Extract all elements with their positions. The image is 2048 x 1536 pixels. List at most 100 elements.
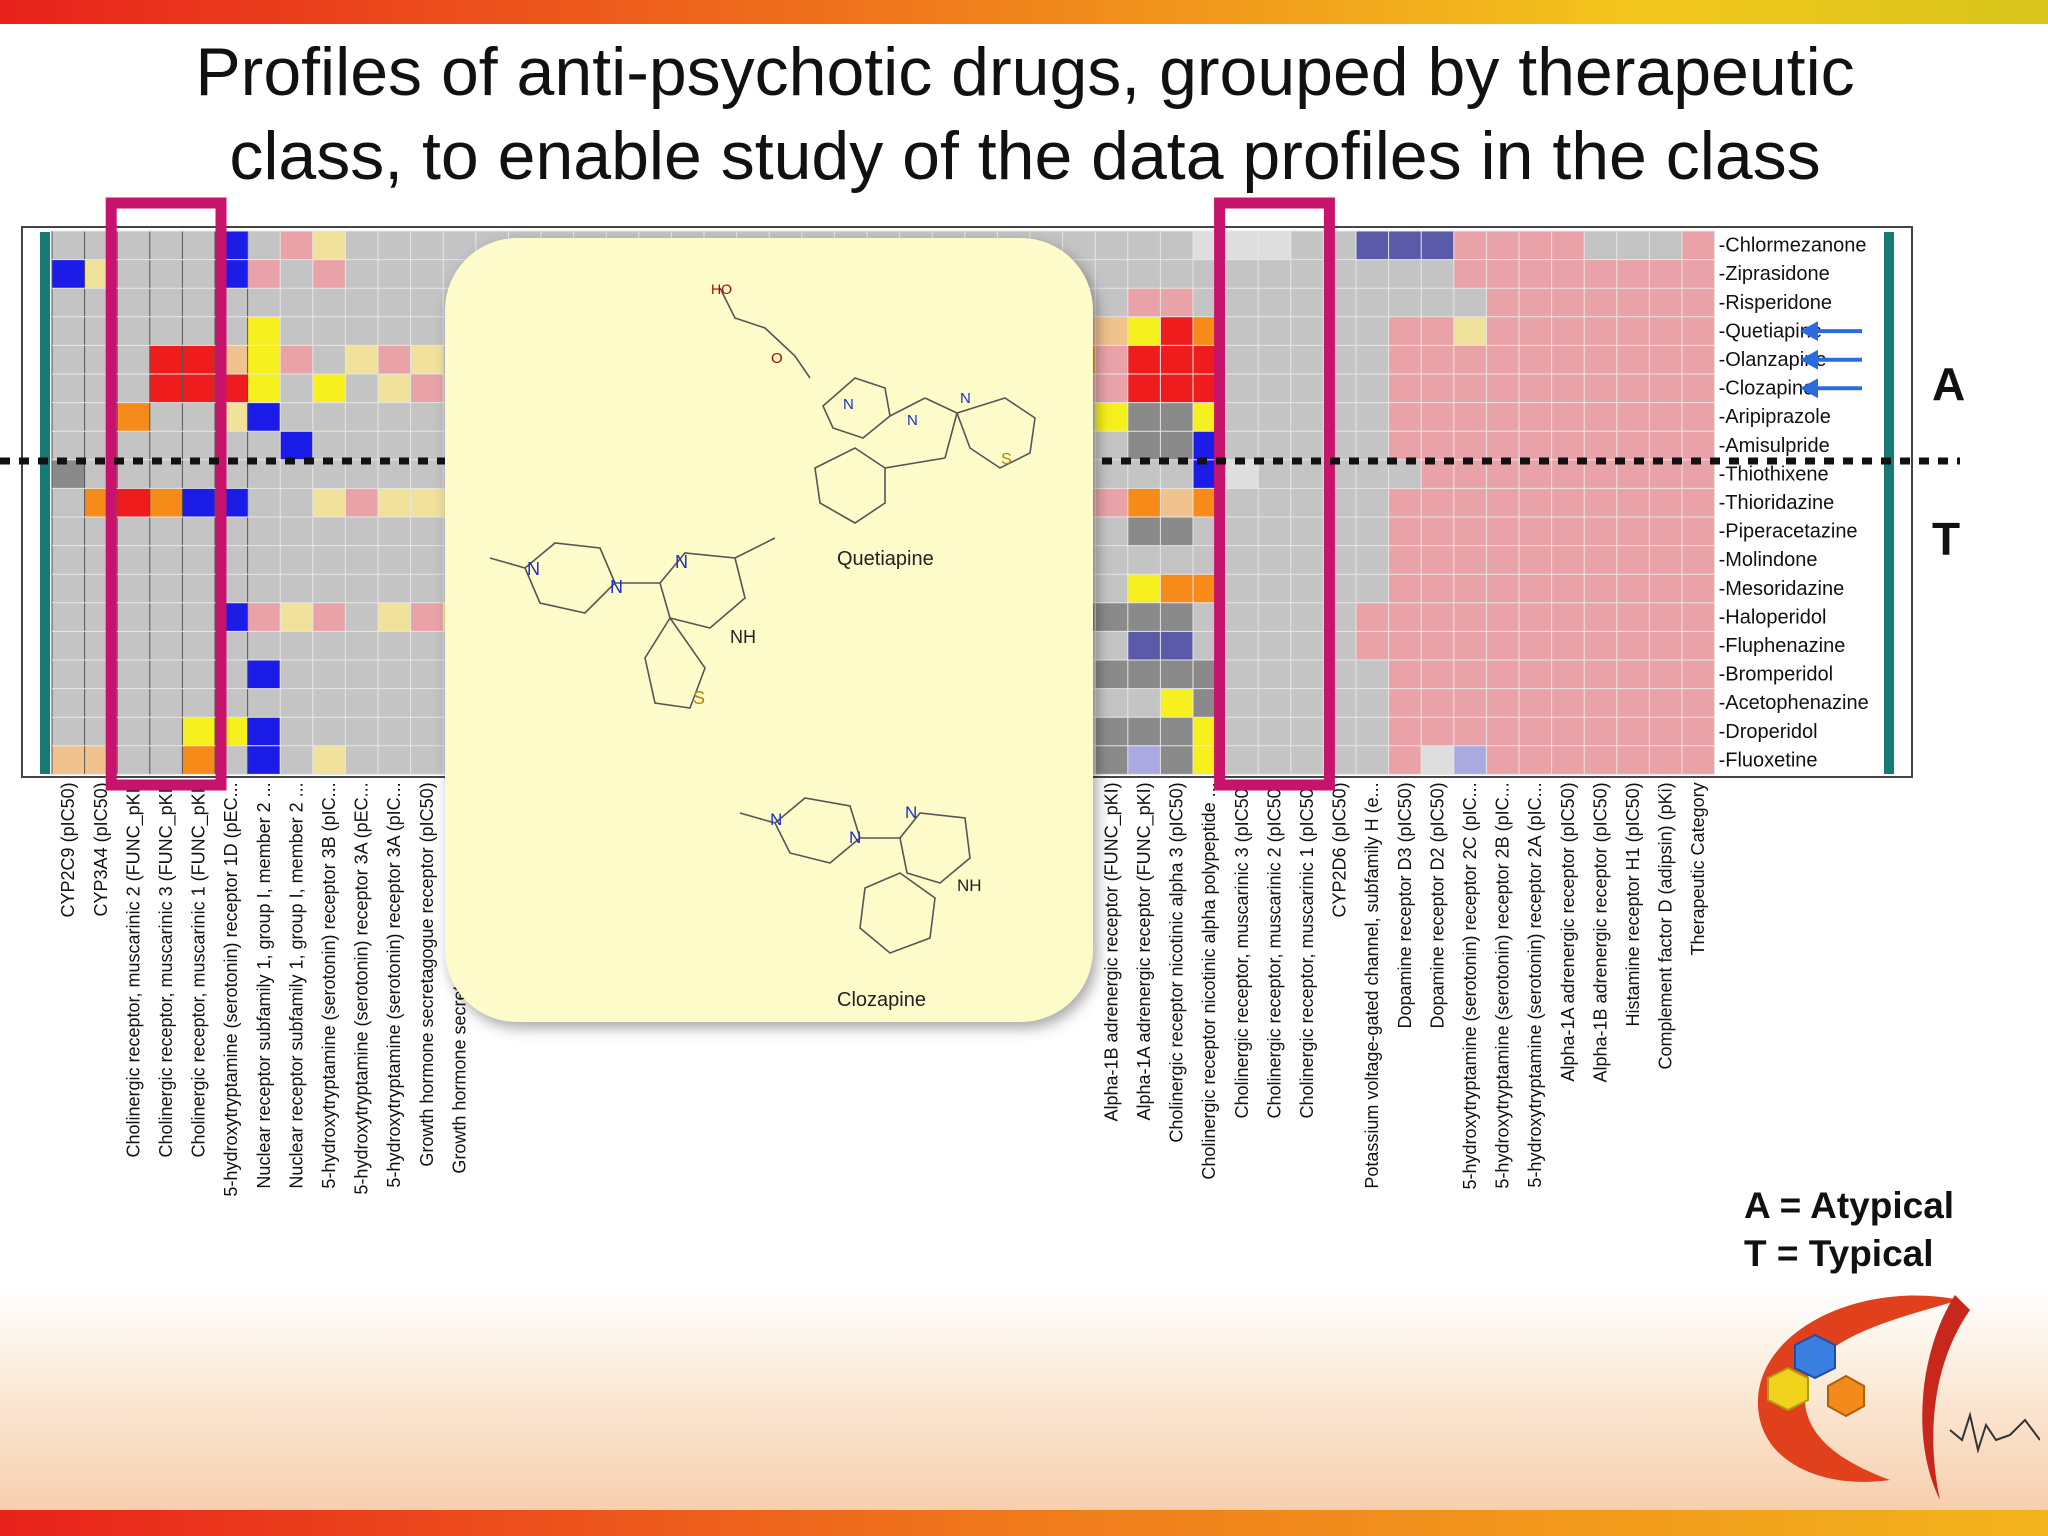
heatmap-cell: [345, 717, 378, 746]
group-letter-atypical: A: [1932, 358, 1965, 410]
heatmap-cell: [312, 488, 346, 517]
atom-n5: N: [610, 577, 623, 597]
heatmap-cell: [1127, 402, 1161, 432]
column-label: Dopamine receptor D3 (pIC50): [1395, 782, 1415, 1028]
heatmap-cell: [1682, 717, 1715, 746]
heatmap-cell: [52, 688, 85, 718]
heatmap-cell: [410, 517, 444, 546]
olanzapine-structure: [489, 537, 776, 709]
heatmap-cell: [1127, 745, 1161, 775]
heatmap-cell: [1127, 517, 1161, 546]
heatmap-cell: [1225, 316, 1259, 346]
column-label: 5-hydroxytryptamine (serotonin) receptor…: [1460, 782, 1480, 1189]
heatmap-cell: [280, 745, 313, 775]
heatmap-cell: [247, 688, 281, 718]
heatmap-cell: [1453, 231, 1487, 260]
column-label: Dopamine receptor D2 (pIC50): [1427, 782, 1447, 1028]
heatmap-cell: [1290, 316, 1324, 346]
heatmap-cell: [1649, 602, 1682, 632]
top-color-bar: [0, 0, 2048, 24]
column-label: CYP2D6 (pIC50): [1330, 782, 1350, 917]
heatmap-cell: [1421, 717, 1454, 746]
heatmap-cell: [1682, 431, 1715, 460]
heatmap-cell: [1616, 574, 1650, 603]
atom-n7: N: [770, 810, 782, 829]
heatmap-cell: [1225, 488, 1259, 517]
heatmap-cell: [378, 488, 411, 517]
heatmap-cell: [182, 545, 215, 575]
heatmap-cell: [312, 631, 346, 660]
right-teal-strip: [1884, 232, 1894, 774]
heatmap-cell: [1258, 488, 1291, 517]
heatmap-cell: [1519, 517, 1552, 546]
heatmap-cell: [1486, 431, 1519, 460]
heatmap-cell: [345, 517, 378, 546]
heatmap-cell: [1584, 459, 1617, 489]
heatmap-cell: [1388, 488, 1422, 517]
heatmap-cell: [1290, 545, 1324, 575]
heatmap-cell: [182, 517, 215, 546]
heatmap-cell: [1290, 745, 1324, 775]
heatmap-cell: [1258, 374, 1291, 403]
heatmap-cell: [1616, 259, 1650, 289]
heatmap-cell: [1225, 545, 1259, 575]
heatmap-cell: [1551, 602, 1585, 632]
heatmap-cell: [117, 488, 150, 517]
heatmap-cell: [1584, 259, 1617, 289]
heatmap-cell: [280, 574, 313, 603]
heatmap-cell: [182, 345, 215, 374]
heatmap-cell: [1258, 602, 1291, 632]
heatmap-cell: [1682, 545, 1715, 575]
heatmap-cell: [1551, 660, 1585, 689]
heatmap-cell: [1290, 459, 1324, 489]
heatmap-cell: [1584, 402, 1617, 432]
heatmap-cell: [117, 745, 150, 775]
heatmap-cell: [280, 402, 313, 432]
heatmap-cell: [1356, 345, 1389, 374]
heatmap-cell: [410, 745, 444, 775]
heatmap-cell: [345, 231, 378, 260]
heatmap-cell: [1388, 517, 1422, 546]
heatmap-cell: [1421, 602, 1454, 632]
atom-n3: N: [960, 390, 971, 407]
heatmap-cell: [1388, 745, 1422, 775]
heatmap-cell: [1453, 488, 1487, 517]
heatmap-cell: [1682, 402, 1715, 432]
heatmap-cell: [247, 602, 281, 632]
heatmap-cell: [410, 431, 444, 460]
heatmap-cell: [1584, 602, 1617, 632]
heatmap-cell: [1616, 688, 1650, 718]
heatmap-cell: [1486, 545, 1519, 575]
heatmap-cell: [1127, 459, 1161, 489]
heatmap-cell: [52, 374, 85, 403]
heatmap-cell: [1356, 288, 1389, 317]
row-label: -Acetophenazine: [1719, 692, 1869, 714]
heatmap-cell: [1356, 745, 1389, 775]
column-label: Alpha-1A adrenergic receptor (pIC50): [1558, 782, 1578, 1081]
heatmap-cell: [1258, 259, 1291, 289]
heatmap-cell: [117, 316, 150, 346]
heatmap-cell: [1290, 288, 1324, 317]
heatmap-cell: [1551, 745, 1585, 775]
heatmap-cell: [149, 288, 183, 317]
heatmap-cell: [345, 259, 378, 289]
heatmap-cell: [117, 517, 150, 546]
heatmap-cell: [378, 517, 411, 546]
heatmap-cell: [1258, 345, 1291, 374]
column-highlight-box: [105, 197, 227, 791]
column-label: Histamine receptor H1 (pIC50): [1623, 782, 1643, 1026]
heatmap-cell: [1258, 688, 1291, 718]
heatmap-cell: [1127, 631, 1161, 660]
heatmap-cell: [117, 259, 150, 289]
heatmap-cell: [280, 488, 313, 517]
heatmap-cell: [1519, 745, 1552, 775]
heatmap-cell: [1486, 745, 1519, 775]
heatmap-cell: [1356, 374, 1389, 403]
heatmap-cell: [1682, 517, 1715, 546]
heatmap-cell: [1095, 345, 1128, 374]
heatmap-cell: [1616, 459, 1650, 489]
heatmap-cell: [1356, 459, 1389, 489]
heatmap-cell: [1551, 374, 1585, 403]
heatmap-cell: [1356, 717, 1389, 746]
row-label: -Droperidol: [1719, 721, 1818, 743]
